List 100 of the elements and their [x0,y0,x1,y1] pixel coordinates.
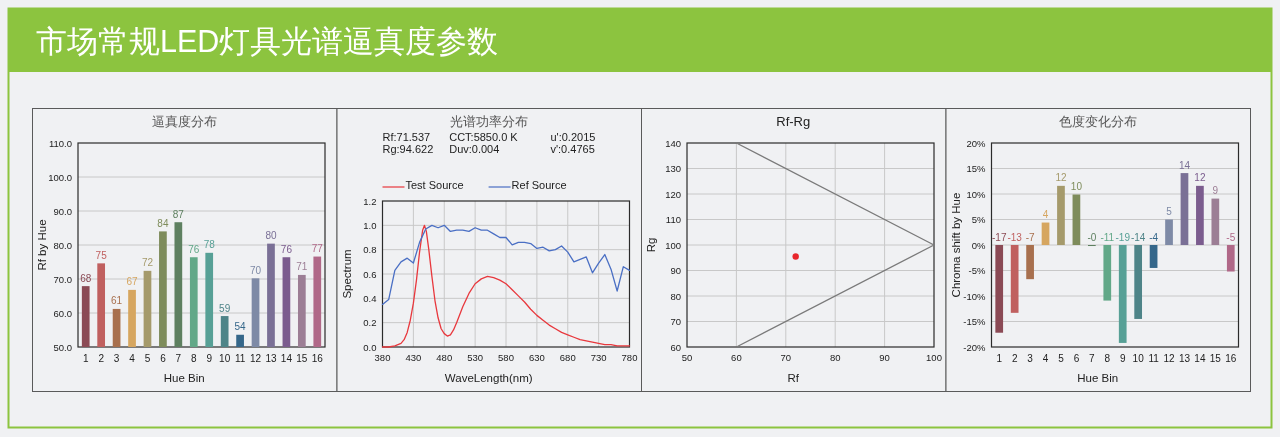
ytick: -20% [963,341,986,353]
ytick: 50.0 [53,341,72,353]
xtick: 7 [175,352,182,364]
annotation: Duv:0.004 [449,143,500,155]
data-label: 72 [141,257,154,269]
ytick: 0.4 [363,292,377,304]
ytick: 120 [665,188,681,200]
xtick: 50 [681,351,693,363]
ytick: 60 [670,341,681,353]
data-label: 14 [1178,159,1191,171]
ytick: -5% [968,265,986,276]
xtick: 14 [1194,352,1206,364]
title: 色度变化分布 [1058,113,1137,129]
data-label: -19 [1115,231,1130,243]
xtick: 4 [129,352,135,364]
xtick: 530 [467,351,484,363]
xtick: 60 [731,351,742,363]
ytick: 0.0 [363,341,377,353]
ytick: 90.0 [53,205,72,217]
ylabel: Chroma shift by Hue [949,192,962,298]
data-label: -14 [1130,231,1146,243]
data-label: -5 [1226,231,1236,243]
xtick: 8 [1104,352,1111,364]
title: Rf-Rg [776,113,811,129]
xlabel: Hue Bin [163,372,205,384]
data-label: 59 [219,302,231,314]
data-label: 4 [1042,209,1049,221]
xtick: 90 [879,351,890,363]
xtick: 1 [996,352,1002,364]
data-label: -11 [1100,231,1115,243]
data-label: 76 [188,243,200,255]
ytick: 0.2 [363,317,377,329]
ytick: 5% [971,214,986,225]
xtick: 16 [1225,352,1237,364]
xtick: 380 [374,351,391,363]
xtick: 7 [1089,352,1095,364]
data-label: 10 [1070,181,1082,192]
ytick: -10% [963,290,986,302]
data-label: 84 [157,217,169,229]
xlabel: WaveLength(nm) [444,372,533,384]
data-label: 78 [203,239,215,251]
data-label: 75 [95,249,107,261]
ytick: 0.6 [363,268,377,280]
ytick: 100 [665,239,681,251]
xtick: 630 [528,351,545,363]
ytick: 10% [966,188,986,200]
title: 市场常规LED灯具光谱逼真度参数 [36,24,499,58]
data-label: -7 [1025,231,1035,243]
ytick: 140 [665,137,681,149]
xtick: 3 [1027,352,1033,364]
xtick: 6 [160,352,166,364]
data-label: 61 [111,295,123,307]
xtick: 1 [82,352,89,364]
xtick: 6 [1073,352,1080,364]
xlabel: Rf [787,372,799,384]
data-label: 9 [1212,185,1219,197]
title: 光谱功率分布 [449,113,528,129]
xtick: 730 [590,351,607,363]
data-label: 70 [249,264,262,276]
annotation: v':0.4765 [550,143,595,155]
xtick: 680 [559,351,576,363]
xtick: 10 [1132,352,1144,364]
xtick: 2 [1011,352,1018,364]
ytick: 15% [966,163,986,174]
xtick: 16 [311,352,323,364]
ytick: 100.0 [48,171,72,183]
ylabel: Spectrum [340,249,353,299]
xtick: 780 [621,351,638,363]
xtick: 9 [1119,352,1126,364]
xtick: 70 [780,351,792,363]
data-label: 76 [280,243,292,255]
legend-label: Ref Source [511,179,567,191]
xtick: 12 [1163,352,1175,364]
xtick: 11 [1148,352,1159,364]
xtick: 80 [829,351,841,363]
data-label: 87 [172,208,184,220]
ytick: 1.2 [363,195,377,207]
data-label: -17 [992,231,1007,243]
ytick: 20% [966,137,986,149]
title: 逼真度分布 [151,113,217,129]
ytick: -15% [963,316,986,327]
ytick: 110.0 [48,137,72,149]
legend-label: Test Source [405,179,464,191]
xtick: 100 [926,351,942,363]
xtick: 3 [113,352,120,364]
xtick: 4 [1042,352,1049,364]
xtick: 430 [405,351,422,363]
data-label: -13 [1007,231,1022,243]
xlabel: Hue Bin [1077,372,1119,384]
data-label: 71 [296,261,308,273]
xtick: 2 [98,352,104,364]
annotation: Rf:71.537 [382,131,431,143]
data-label: 67 [126,276,138,288]
xtick: 11 [234,352,246,364]
ytick: 110 [665,214,681,225]
annotation: CCT:5850.0 K [449,131,518,143]
xtick: 12 [249,352,262,364]
data-label: 77 [311,243,323,255]
xtick: 5 [1058,352,1064,364]
ytick: 0.8 [363,244,377,256]
